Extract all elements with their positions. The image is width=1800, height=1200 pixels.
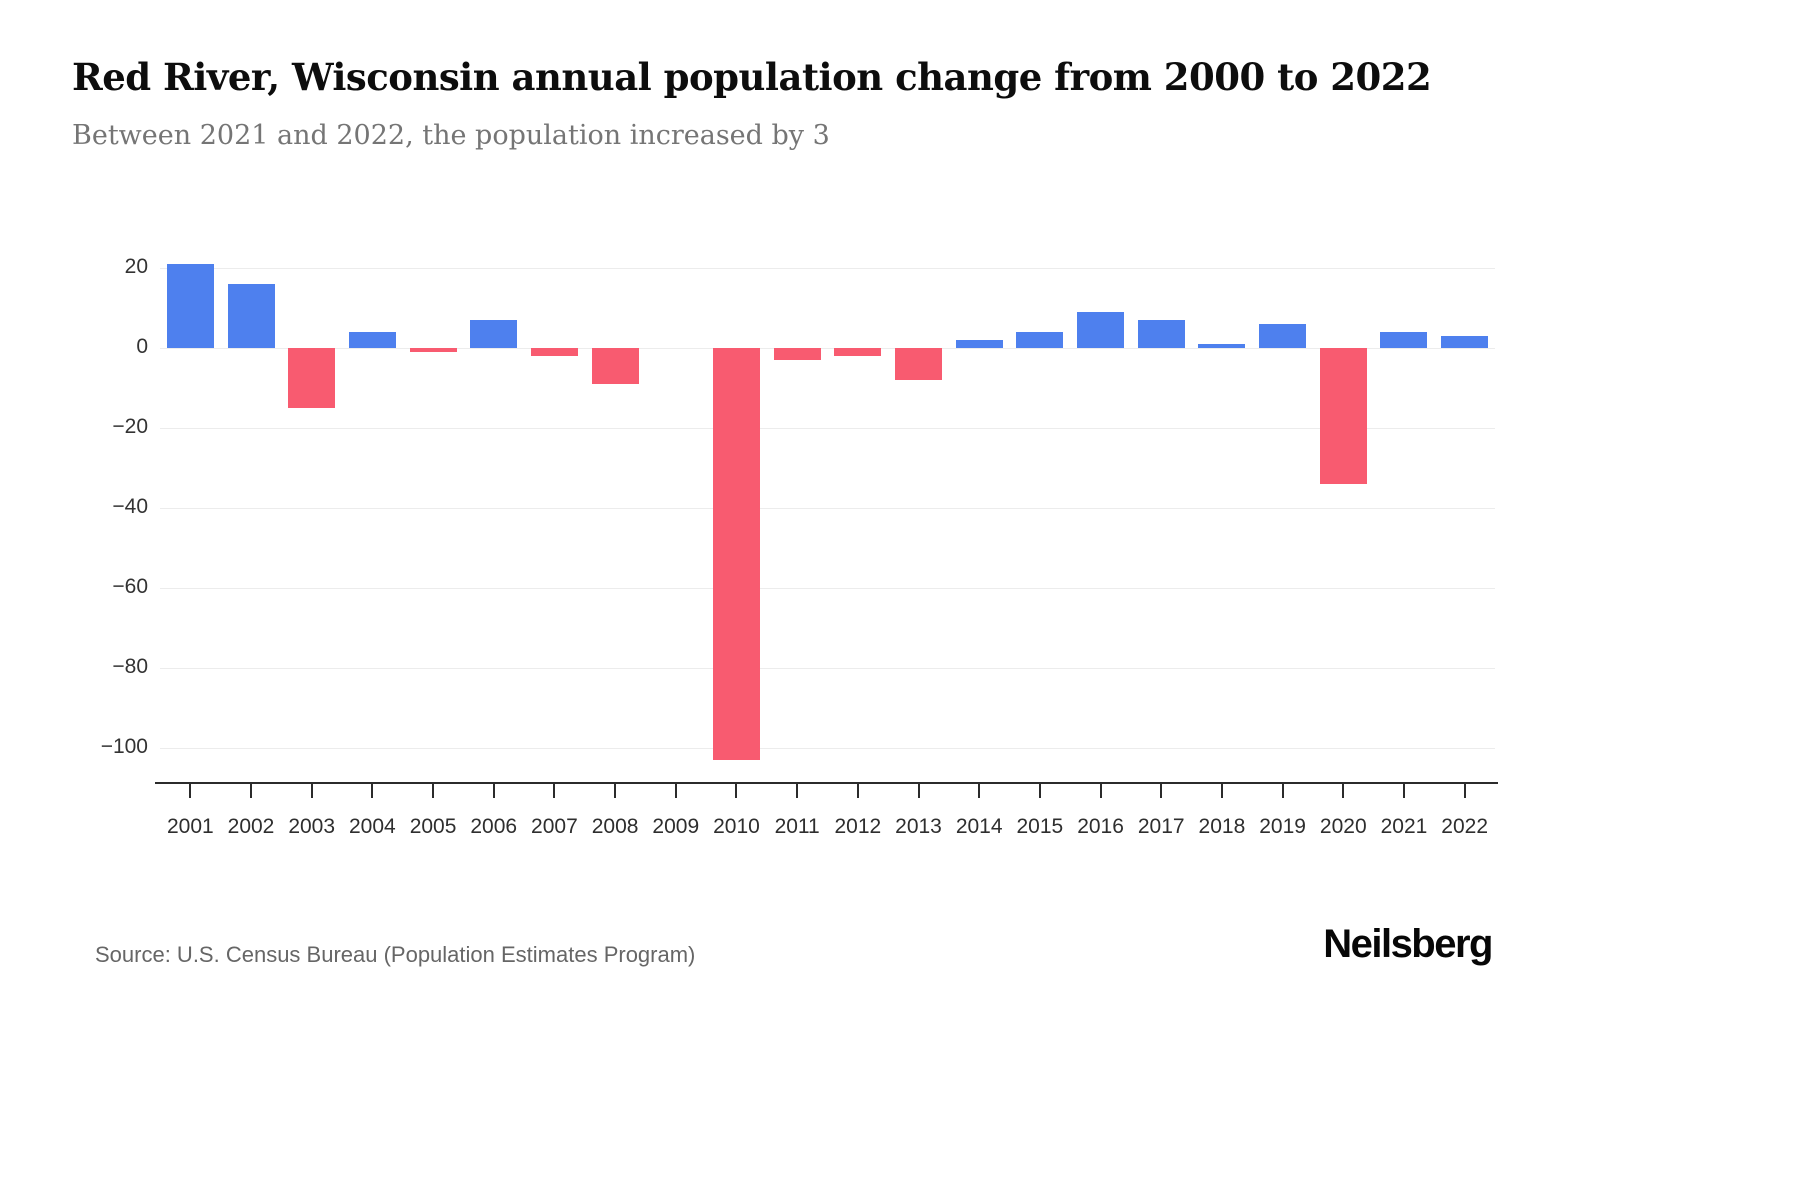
bar-2019 [1259, 324, 1307, 348]
gridline-0 [160, 348, 1495, 349]
x-tick-label-2020: 2020 [1319, 815, 1367, 838]
x-tick-label-2012: 2012 [834, 815, 882, 838]
y-tick-label-0: 0 [136, 335, 148, 358]
x-tick-2022 [1463, 784, 1466, 798]
x-tick-label-2016: 2016 [1077, 815, 1124, 838]
x-tick-label-2022: 2022 [1441, 815, 1488, 838]
x-tick-2011 [796, 784, 799, 798]
x-tick-label-2004: 2004 [349, 815, 396, 838]
bar-2010 [712, 348, 760, 760]
bar-2004 [348, 332, 396, 348]
y-tick-label--60: −60 [112, 575, 148, 598]
y-tick-label--40: −40 [112, 495, 148, 518]
bar-2018 [1198, 344, 1246, 348]
bar-2001 [166, 264, 214, 348]
x-tick-label-2005: 2005 [409, 815, 457, 838]
x-tick-label-2007: 2007 [531, 815, 578, 838]
bar-2017 [1137, 320, 1185, 348]
x-tick-2001 [189, 784, 192, 798]
chart-subtitle: Between 2021 and 2022, the population in… [72, 120, 830, 151]
x-tick-2017 [1160, 784, 1163, 798]
gridline--60 [160, 588, 1495, 589]
x-tick-label-2014: 2014 [955, 815, 1003, 838]
x-tick-label-2017: 2017 [1137, 815, 1185, 838]
gridline--100 [160, 748, 1495, 749]
x-tick-2021 [1402, 784, 1405, 798]
x-tick-2003 [310, 784, 313, 798]
x-tick-2010 [735, 784, 738, 798]
x-tick-2009 [674, 784, 677, 798]
bar-2008 [591, 348, 639, 384]
bar-2015 [1016, 332, 1064, 348]
x-tick-label-2011: 2011 [774, 815, 820, 838]
x-tick-label-2010: 2010 [713, 815, 760, 838]
x-tick-2013 [917, 784, 920, 798]
x-tick-2019 [1281, 784, 1284, 798]
x-tick-2002 [250, 784, 253, 798]
x-tick-2020 [1342, 784, 1345, 798]
y-tick-label-20: 20 [124, 255, 148, 278]
bar-2011 [773, 348, 821, 360]
y-tick-label--80: −80 [112, 655, 148, 678]
bar-2022 [1441, 336, 1489, 348]
bar-2005 [409, 348, 457, 352]
x-tick-2007 [553, 784, 556, 798]
x-tick-2015 [1038, 784, 1041, 798]
chart-title: Red River, Wisconsin annual population c… [72, 55, 1432, 99]
bar-2020 [1319, 348, 1367, 484]
bar-2021 [1380, 332, 1428, 348]
x-tick-label-2013: 2013 [895, 815, 942, 838]
bar-2014 [955, 340, 1003, 348]
bar-2003 [288, 348, 336, 408]
plot-area [160, 248, 1495, 780]
bar-2016 [1077, 312, 1125, 348]
x-tick-2004 [371, 784, 374, 798]
x-tick-2006 [492, 784, 495, 798]
brand-logo: Neilsberg [1323, 922, 1493, 966]
x-tick-2005 [432, 784, 435, 798]
gridline--20 [160, 428, 1495, 429]
x-tick-2012 [856, 784, 859, 798]
x-tick-label-2001: 2001 [166, 815, 214, 838]
x-tick-2018 [1220, 784, 1223, 798]
gridline--80 [160, 668, 1495, 669]
gridline--40 [160, 508, 1495, 509]
y-tick-label--100: −100 [100, 735, 148, 758]
bar-2007 [530, 348, 578, 356]
gridline-20 [160, 268, 1495, 269]
x-tick-label-2009: 2009 [652, 815, 700, 838]
bar-2013 [895, 348, 943, 380]
x-tick-2016 [1099, 784, 1102, 798]
x-tick-label-2015: 2015 [1016, 815, 1064, 838]
bar-2012 [834, 348, 882, 356]
source-text: Source: U.S. Census Bureau (Population E… [95, 942, 696, 967]
bar-2006 [470, 320, 518, 348]
x-tick-label-2019: 2019 [1259, 815, 1306, 838]
x-tick-2008 [614, 784, 617, 798]
x-axis-line [155, 782, 1498, 784]
bar-2002 [227, 284, 275, 348]
x-tick-label-2008: 2008 [591, 815, 639, 838]
x-tick-label-2003: 2003 [288, 815, 336, 838]
x-tick-label-2021: 2021 [1380, 815, 1428, 838]
y-tick-label--20: −20 [112, 415, 148, 438]
x-tick-2014 [978, 784, 981, 798]
x-tick-label-2006: 2006 [470, 815, 518, 838]
x-tick-label-2018: 2018 [1198, 815, 1246, 838]
x-tick-label-2002: 2002 [227, 815, 275, 838]
